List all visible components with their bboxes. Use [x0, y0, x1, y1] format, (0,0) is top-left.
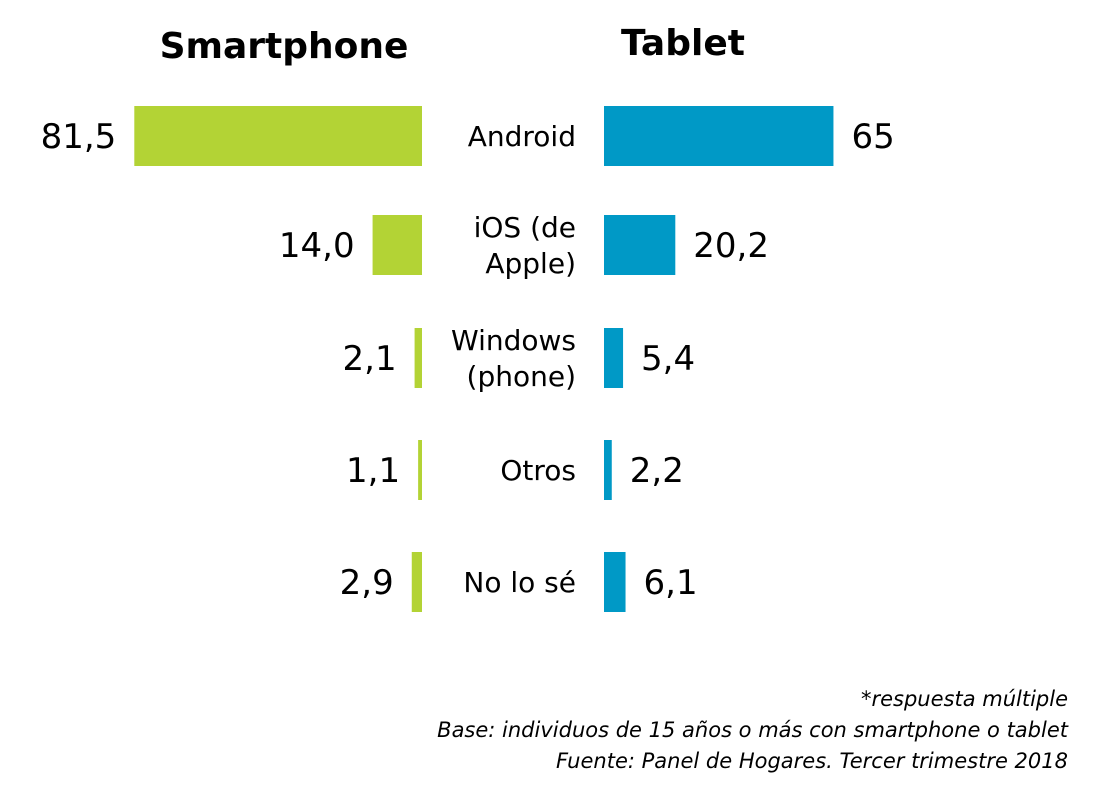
footnote-source: Fuente: Panel de Hogares. Tercer trimest… — [555, 749, 1068, 773]
tablet-value-label: 6,1 — [644, 563, 698, 603]
tablet-value-label: 2,2 — [630, 451, 684, 491]
smartphone-bar — [411, 552, 422, 612]
smartphone-value-labels: 81,5 14,0 2,1 1,1 2,9 — [41, 117, 401, 603]
smartphone-value-label: 2,1 — [343, 339, 397, 379]
tablet-bar — [604, 215, 676, 275]
category-labels: Android iOS (de Apple) Windows (phone) Otros N… — [451, 120, 576, 599]
smartphone-value-label: 2,9 — [340, 563, 394, 603]
tablet-bars — [604, 106, 834, 612]
smartphone-value-label: 1,1 — [346, 451, 400, 491]
tablet-value-label: 5,4 — [641, 339, 695, 379]
smartphone-value-label: 14,0 — [279, 226, 355, 266]
tablet-bar — [604, 328, 624, 388]
category-label: Android — [468, 120, 576, 153]
chart-canvas: Smartphone Tablet 81,5 14,0 2,1 1,1 2,9 65 20… — [41, 23, 895, 612]
category-label: No lo sé — [463, 566, 576, 599]
category-label: iOS (de Apple) — [474, 211, 576, 280]
tablet-series-title: Tablet — [621, 23, 745, 64]
smartphone-bar — [414, 328, 422, 388]
smartphone-value-label: 81,5 — [41, 117, 117, 157]
tablet-bar — [604, 106, 834, 166]
footnote-multiple-response: *respuesta múltiple — [860, 687, 1068, 711]
tablet-bar — [604, 440, 612, 500]
smartphone-bar — [418, 440, 422, 500]
tablet-bar — [604, 552, 626, 612]
smartphone-bar — [134, 106, 422, 166]
smartphone-series-title: Smartphone — [160, 26, 409, 67]
smartphone-bar — [372, 215, 422, 275]
footnote-base: Base: individuos de 15 años o más con sm… — [437, 718, 1068, 742]
chart-footer: *respuesta múltiple Base: individuos de … — [168, 684, 1068, 777]
category-label: Windows (phone) — [451, 324, 576, 393]
category-label: Otros — [500, 454, 576, 487]
tablet-value-label: 20,2 — [693, 226, 769, 266]
smartphone-bars — [134, 106, 422, 612]
tablet-value-labels: 65 20,2 5,4 2,2 6,1 — [630, 117, 895, 603]
tablet-value-label: 65 — [851, 117, 894, 157]
